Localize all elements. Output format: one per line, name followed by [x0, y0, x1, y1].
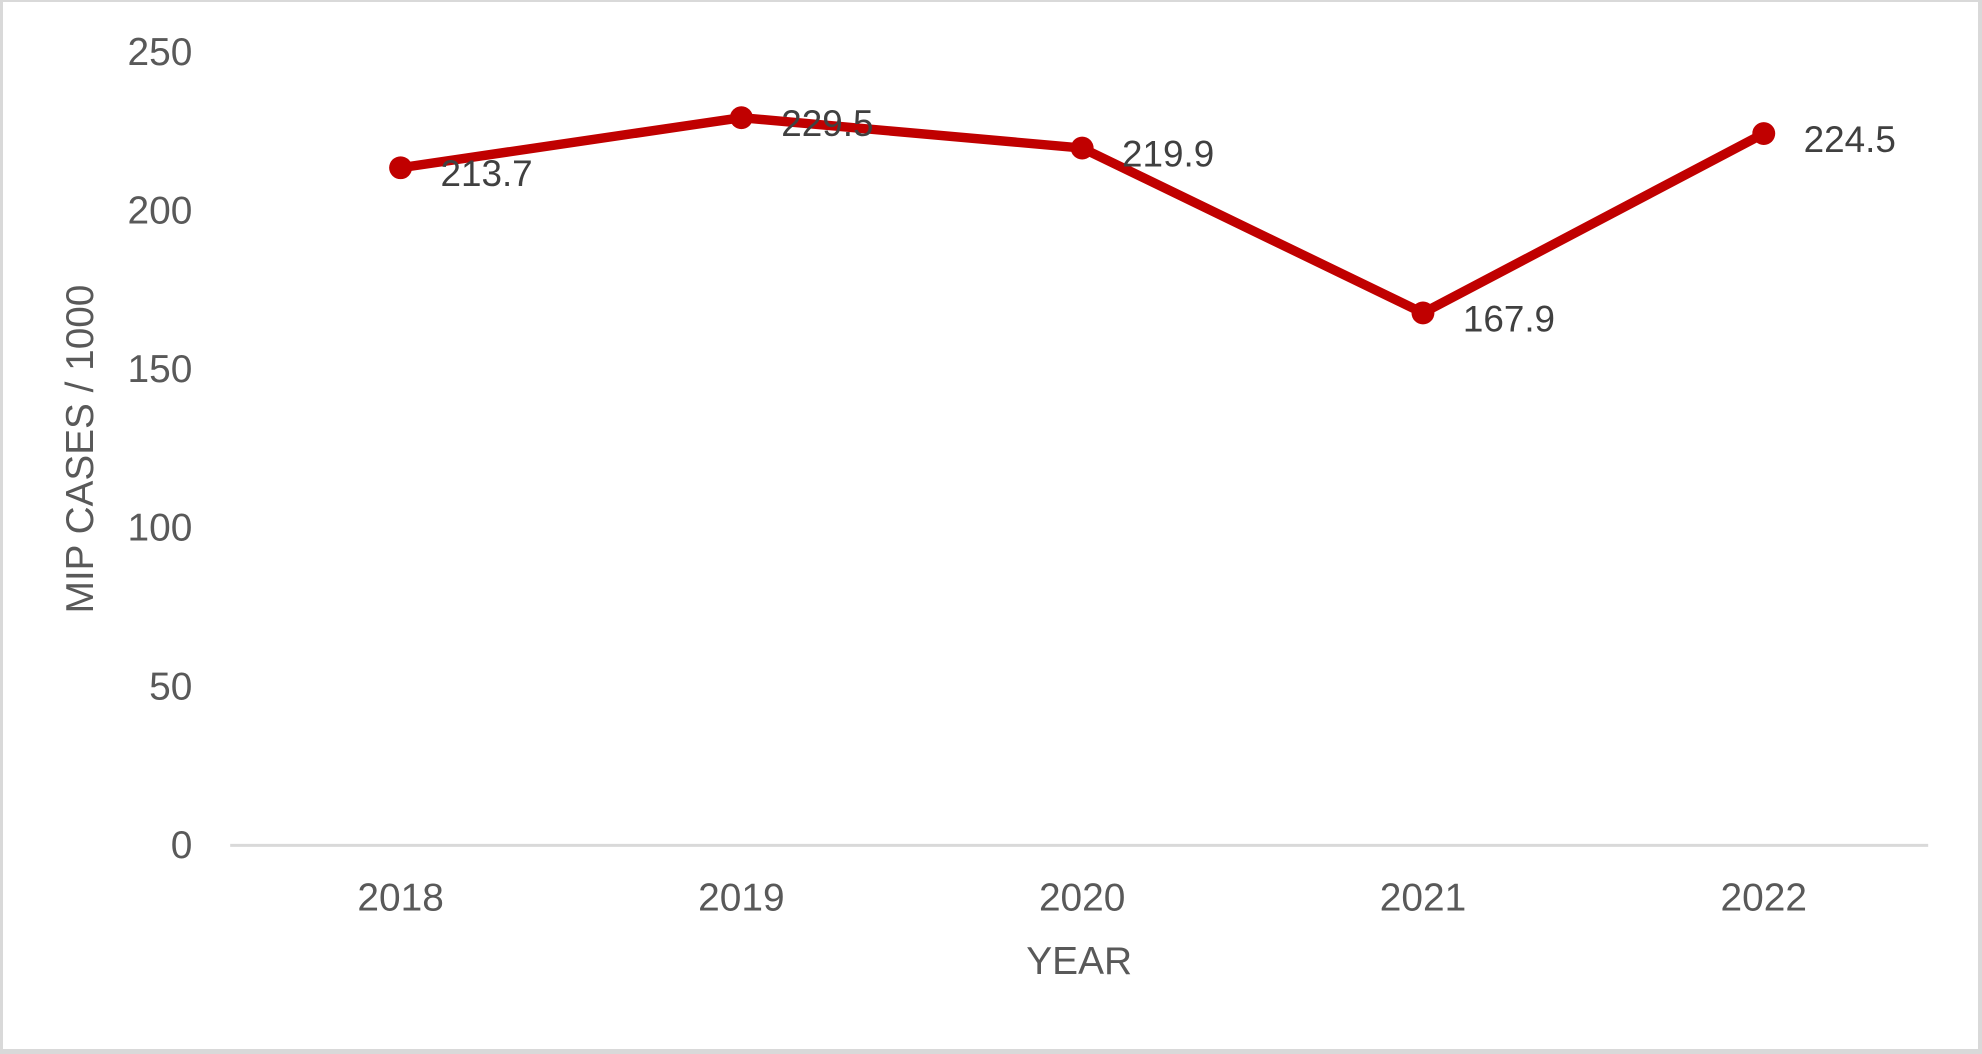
- y-axis-tick-label: 200: [127, 190, 192, 233]
- y-axis-tick-label: 250: [127, 31, 192, 74]
- data-point-marker: [1070, 136, 1094, 160]
- data-point-label: 213.7: [440, 153, 532, 194]
- data-point-label: 224.5: [1804, 119, 1896, 160]
- y-axis-title: MIP CASES / 1000: [59, 285, 102, 614]
- x-axis-tick-label: 2020: [1039, 877, 1125, 920]
- x-axis-tick-label: 2021: [1380, 877, 1466, 920]
- data-label-layer: 213.7 229.5 219.9 167.9 224.5: [440, 103, 1895, 339]
- data-point-marker: [1752, 122, 1776, 145]
- y-axis-tick-label: 50: [149, 665, 192, 708]
- x-axis-title: YEAR: [1026, 940, 1132, 983]
- y-axis-tick-label: 0: [171, 824, 193, 867]
- data-point-marker: [1411, 301, 1435, 325]
- data-point-label: 229.5: [781, 103, 873, 144]
- y-axis-tick-label: 150: [127, 348, 192, 391]
- x-axis-tick-label: 2019: [698, 877, 784, 920]
- x-axis-tick-label: 2018: [357, 877, 443, 920]
- y-axis-tick-label: 100: [127, 507, 192, 550]
- data-point-marker: [729, 106, 753, 130]
- data-point-label: 219.9: [1122, 134, 1214, 175]
- data-point-marker: [389, 156, 413, 180]
- x-axis-tick-label: 2022: [1721, 877, 1807, 920]
- series-layer: [389, 106, 1776, 325]
- data-point-label: 167.9: [1463, 298, 1555, 339]
- axis-layer: 0 50 100 150 200 250 2018 2019 2020 2021 2022 YEAR M…: [59, 31, 1929, 983]
- line-chart: 0 50 100 150 200 250 2018 2019 2020 2021 2022 YEAR M…: [59, 31, 1929, 983]
